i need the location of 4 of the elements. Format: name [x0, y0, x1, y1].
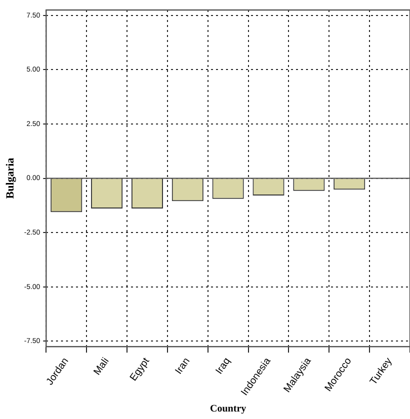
- x-tick-label: Iran: [173, 356, 192, 376]
- x-tick-label: Iraq: [214, 356, 233, 376]
- x-axis-title: Country: [210, 404, 246, 415]
- y-axis-title: Bulgaria: [4, 157, 16, 199]
